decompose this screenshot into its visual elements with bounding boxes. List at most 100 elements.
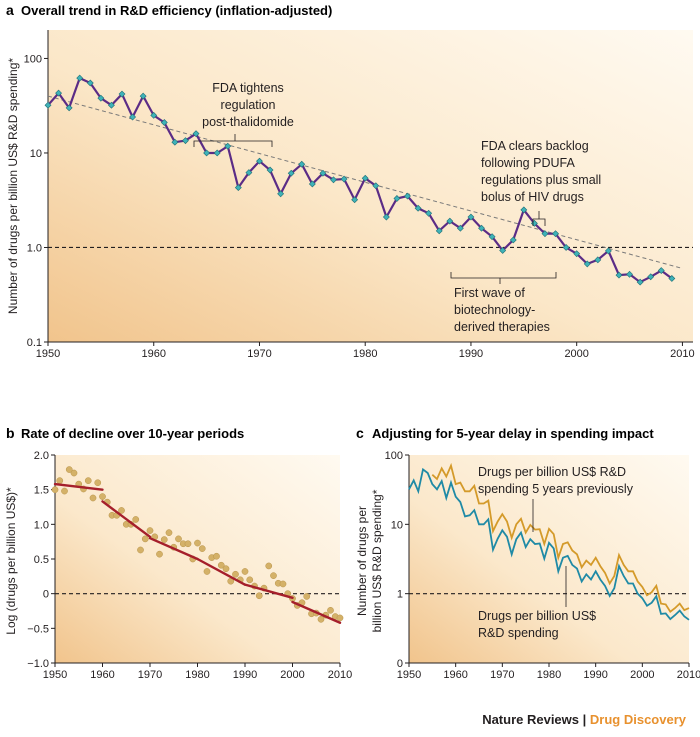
data-point-marker <box>330 176 337 184</box>
annotation-line: derived therapies <box>454 320 550 334</box>
scatter-point <box>89 494 97 502</box>
x-tick-label: 2000 <box>564 348 588 360</box>
scatter-point <box>241 568 249 575</box>
decade-trend-segment <box>243 583 294 600</box>
x-tick-label: 2000 <box>280 669 304 681</box>
scatter-point <box>198 545 206 552</box>
scatter-point <box>132 516 140 523</box>
x-tick-label: 2010 <box>328 669 352 681</box>
data-point-marker <box>615 271 623 279</box>
x-tick-label: 1990 <box>583 669 607 681</box>
credit-separator: | <box>582 712 587 727</box>
scatter-point <box>165 529 173 537</box>
scatter-point <box>217 561 225 569</box>
x-tick-label: 1990 <box>459 348 483 360</box>
x-tick-label: 1950 <box>36 348 60 360</box>
data-point-marker <box>86 79 94 87</box>
annotation-bracket <box>532 211 546 226</box>
data-point-marker <box>382 213 390 221</box>
x-tick-label: 1950 <box>397 669 421 681</box>
annotation-line: Drugs per billion US$ R&D <box>478 465 626 479</box>
y-tick-label: 0 <box>43 589 49 601</box>
scatter-point <box>56 477 64 485</box>
decade-trend-segment <box>53 482 104 491</box>
x-tick-label: 1970 <box>490 669 514 681</box>
data-point-marker <box>340 175 348 183</box>
y-tick-label: −0.5 <box>27 623 49 635</box>
scatter-point <box>118 507 125 514</box>
x-tick-label: 1980 <box>185 669 209 681</box>
journal-name: Drug Discovery <box>589 712 686 727</box>
panel-b-y-label: Log (drugs per billion US$)* <box>4 487 18 635</box>
annotation-line: FDA clears backlog <box>481 139 589 153</box>
data-point-marker <box>573 250 581 258</box>
journal-credit: Nature Reviews | Drug Discovery <box>482 712 686 727</box>
data-point-marker <box>256 157 263 165</box>
data-point-marker <box>192 130 200 138</box>
y-tick-label: 1.5 <box>34 485 49 497</box>
scatter-point <box>327 606 334 614</box>
annotation-line: spending 5 years previously <box>478 482 634 496</box>
data-point-marker <box>668 275 676 282</box>
data-point-marker <box>499 247 507 254</box>
panel-c-title: Adjusting for 5-year delay in spending i… <box>372 426 654 441</box>
data-point-marker <box>425 209 433 217</box>
data-point-marker <box>562 244 570 251</box>
panel-c-chart: Number of drugs per billion US$ R&D spen… <box>355 450 700 681</box>
data-point-marker <box>287 169 295 177</box>
scatter-point <box>336 614 344 622</box>
panel-c-letter: c <box>356 425 364 441</box>
annotation-fda-clears-backlog: FDA clears backlog following PDUFA regul… <box>481 139 601 226</box>
data-point-marker <box>308 180 316 188</box>
y-tick-label: 0.5 <box>34 554 49 566</box>
data-point-marker <box>478 224 485 232</box>
panel-c-y-label-line2: billion US$ R&D spending* <box>370 489 384 632</box>
scatter-point <box>175 535 182 543</box>
data-point-marker <box>530 219 538 227</box>
scatter-point <box>317 615 325 623</box>
decade-trend-segment <box>101 500 152 539</box>
data-point-marker <box>76 74 84 82</box>
panel-c-y-label-line1: Number of drugs per <box>355 506 369 616</box>
data-point-marker <box>520 206 528 214</box>
data-point-marker <box>552 230 559 238</box>
x-tick-label: 2010 <box>670 348 694 360</box>
scatter-point <box>265 562 273 570</box>
data-point-marker <box>351 196 359 204</box>
annotation-rd-spending: Drugs per billion US$ R&D spending <box>478 566 596 640</box>
y-tick-label: −1.0 <box>27 658 49 670</box>
series-line-current-spending <box>408 467 690 621</box>
panel-a-letter: a <box>6 2 14 18</box>
annotation-line: FDA tightens <box>212 81 284 95</box>
x-tick-label: 1960 <box>90 669 114 681</box>
data-point-marker <box>298 160 306 168</box>
data-point-marker <box>171 138 179 146</box>
data-point-marker <box>150 111 158 119</box>
x-tick-label: 1970 <box>138 669 162 681</box>
data-point-marker <box>636 278 644 286</box>
data-point-marker <box>456 224 464 232</box>
x-tick-label: 1980 <box>353 348 377 360</box>
x-tick-label: 1960 <box>141 348 165 360</box>
data-point-marker <box>404 192 411 200</box>
scatter-point <box>99 493 106 500</box>
data-point-marker <box>372 182 380 190</box>
scatter-point <box>70 469 78 477</box>
annotation-line: Drugs per billion US$ <box>478 609 596 623</box>
panel-b-chart: Log (drugs per billion US$)* 1950 1960 197… <box>4 450 352 681</box>
panel-a-plot-area <box>48 30 693 342</box>
annotation-biotech-wave: First wave of biotechnology- derived the… <box>450 272 557 334</box>
annotation-five-year-delay: Drugs per billion US$ R&D spending 5 yea… <box>478 465 634 532</box>
data-point-marker <box>277 190 285 198</box>
data-point-marker <box>467 213 475 221</box>
scatter-point <box>213 552 220 560</box>
data-point-marker <box>129 113 137 121</box>
scatter-point <box>279 580 287 588</box>
x-tick-label: 1980 <box>537 669 561 681</box>
panel-c-plot-area <box>409 455 689 663</box>
data-point-marker <box>657 267 665 274</box>
data-point-marker <box>44 101 52 109</box>
data-point-marker <box>647 273 655 281</box>
data-point-marker <box>118 90 126 98</box>
